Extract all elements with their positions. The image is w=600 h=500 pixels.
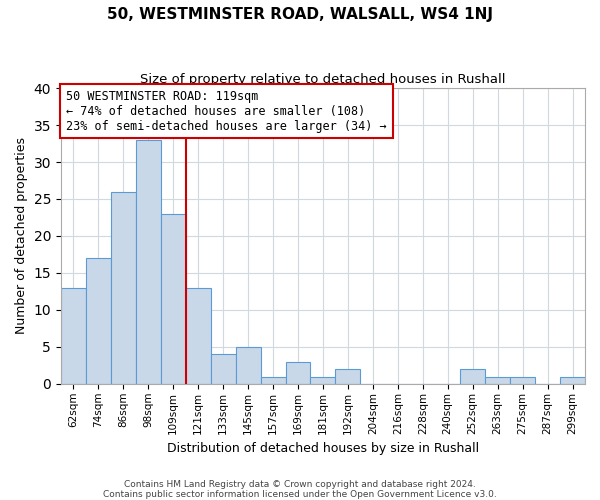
Bar — [260, 376, 286, 384]
Text: 50, WESTMINSTER ROAD, WALSALL, WS4 1NJ: 50, WESTMINSTER ROAD, WALSALL, WS4 1NJ — [107, 8, 493, 22]
Bar — [136, 140, 161, 384]
Bar — [510, 376, 535, 384]
Bar — [86, 258, 111, 384]
Bar — [310, 376, 335, 384]
Bar — [286, 362, 310, 384]
Bar — [485, 376, 510, 384]
Title: Size of property relative to detached houses in Rushall: Size of property relative to detached ho… — [140, 72, 506, 86]
Bar — [335, 369, 361, 384]
Bar — [211, 354, 236, 384]
Bar — [185, 288, 211, 384]
Bar — [161, 214, 185, 384]
Bar — [560, 376, 585, 384]
Y-axis label: Number of detached properties: Number of detached properties — [15, 138, 28, 334]
Bar — [460, 369, 485, 384]
Text: Contains HM Land Registry data © Crown copyright and database right 2024.: Contains HM Land Registry data © Crown c… — [124, 480, 476, 489]
Text: Contains public sector information licensed under the Open Government Licence v3: Contains public sector information licen… — [103, 490, 497, 499]
Bar — [236, 347, 260, 384]
X-axis label: Distribution of detached houses by size in Rushall: Distribution of detached houses by size … — [167, 442, 479, 455]
Text: 50 WESTMINSTER ROAD: 119sqm
← 74% of detached houses are smaller (108)
23% of se: 50 WESTMINSTER ROAD: 119sqm ← 74% of det… — [66, 90, 387, 132]
Bar — [111, 192, 136, 384]
Bar — [61, 288, 86, 384]
